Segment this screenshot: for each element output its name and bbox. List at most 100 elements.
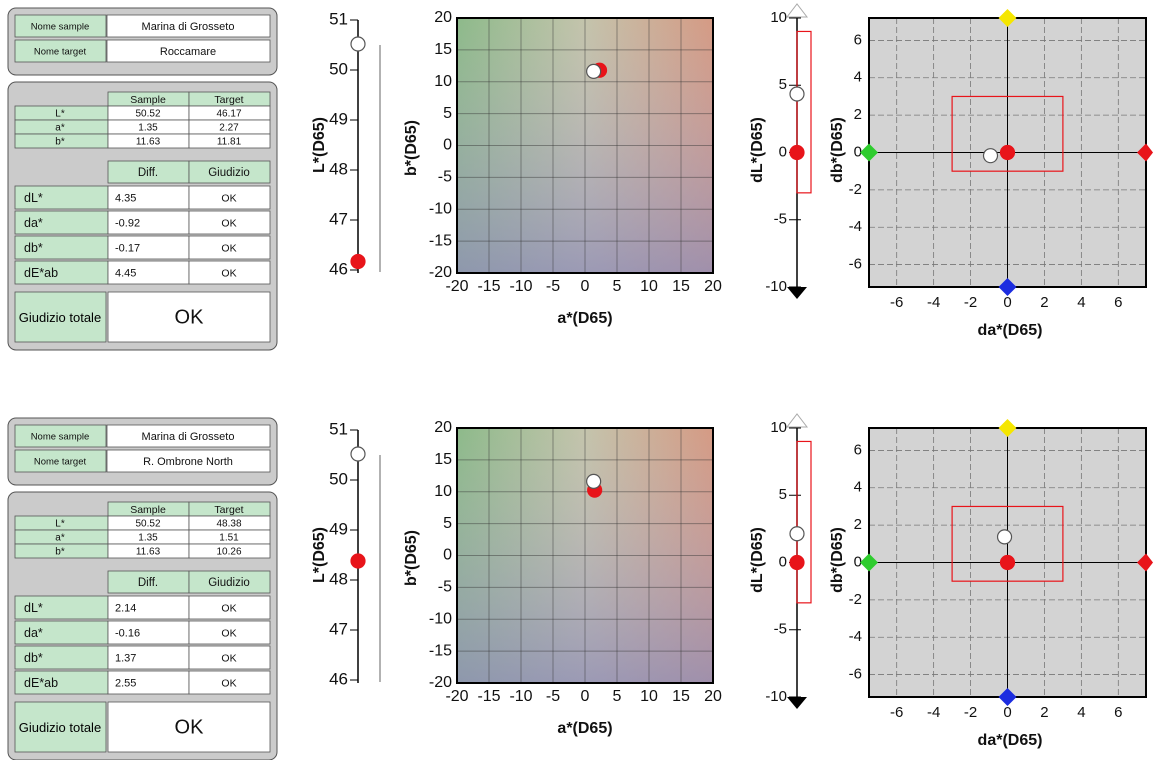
yellow-marker	[998, 9, 1017, 27]
target-value: 10.26	[216, 547, 241, 558]
total-value-cell	[107, 291, 271, 343]
diff-value: -0.16	[115, 627, 140, 639]
ab-overlay	[457, 428, 713, 683]
judgement-cell	[188, 595, 271, 620]
diff-row-label: dE*ab	[24, 266, 58, 280]
tolerance-box	[951, 95, 1064, 172]
target-point	[789, 554, 805, 571]
y-tick-label: -10	[429, 610, 452, 627]
x-tick-label: -4	[927, 704, 940, 721]
total-label-cell	[14, 701, 107, 753]
values-row-label: b*	[55, 547, 65, 558]
red-marker	[1137, 143, 1153, 162]
judgement: OK	[221, 192, 236, 204]
target-value-cell	[188, 133, 271, 149]
judgement-cell	[188, 620, 271, 645]
judgement-cell	[188, 645, 271, 670]
target-value: 1.51	[219, 533, 239, 544]
y-tick-label: 49	[329, 109, 348, 128]
name-value-cell	[106, 14, 271, 38]
x-tick-label: 10	[640, 688, 658, 705]
y-tick-label: -10	[429, 200, 452, 217]
y-tick-label: 10	[434, 73, 452, 90]
y-tick-label: 20	[434, 419, 452, 436]
total-label-cell	[14, 291, 107, 343]
judgement: OK	[221, 677, 236, 689]
sample-point	[586, 473, 602, 489]
diff-header-cell	[188, 570, 271, 594]
total-label: Giudizio totale	[18, 309, 102, 325]
sample-point	[996, 529, 1013, 545]
blue-marker	[998, 278, 1017, 296]
red-marker	[1137, 553, 1153, 572]
x-tick-label: -5	[546, 278, 560, 295]
diff-value: 4.35	[115, 192, 136, 204]
tolerance-box	[796, 30, 812, 194]
judgement: OK	[221, 267, 236, 279]
name-label: Nome sample	[31, 432, 90, 443]
x-tick-label: 2	[1040, 704, 1048, 721]
total-value-cell	[107, 701, 271, 753]
x-tick-label: -10	[509, 278, 532, 295]
green-marker	[860, 143, 878, 162]
y-tick-label: 51	[329, 419, 348, 438]
name-label-cell	[14, 39, 107, 63]
x-tick-label: -15	[477, 278, 500, 295]
target-point	[350, 553, 366, 569]
y-tick-label: -2	[849, 591, 862, 608]
y-tick-label: 10	[434, 483, 452, 500]
name-value: Roccamare	[160, 46, 216, 58]
x-tick-label: -20	[445, 688, 468, 705]
diff-row-label: da*	[24, 216, 43, 230]
y-tick-label: 2	[854, 516, 862, 533]
sample-value: 50.52	[135, 109, 160, 120]
values-header: Sample	[130, 504, 166, 516]
y-tick-label: 15	[434, 41, 452, 58]
y-tick-label: 2	[854, 106, 862, 123]
target-value: 11.81	[217, 137, 242, 148]
axis-title: a*(D65)	[557, 720, 612, 737]
y-tick-label: -5	[438, 169, 452, 186]
y-tick-label: 20	[434, 9, 452, 26]
judgement-cell	[188, 670, 271, 695]
target-value: 46.17	[216, 109, 241, 120]
x-tick-label: -4	[927, 294, 940, 311]
name-label: Nome target	[34, 47, 87, 58]
sample-point	[982, 148, 999, 164]
x-tick-label: 10	[640, 278, 658, 295]
y-tick-label: -20	[429, 674, 452, 691]
blue-marker	[998, 688, 1017, 706]
judgement: OK	[221, 602, 236, 614]
diff-row-label: dL*	[24, 601, 43, 615]
name-value-cell	[106, 39, 271, 63]
y-tick-label: 50	[329, 469, 348, 488]
sample-value: 1.35	[138, 533, 158, 544]
diff-value: 2.55	[115, 677, 136, 689]
name-value: Marina di Grosseto	[142, 431, 235, 443]
judgement-cell	[188, 185, 271, 210]
name-value: Marina di Grosseto	[142, 21, 235, 33]
y-tick-label: 48	[329, 159, 348, 178]
name-label: Nome sample	[31, 22, 90, 33]
upper-limit-marker	[785, 413, 809, 428]
x-tick-label: 5	[613, 278, 622, 295]
values-header: Target	[214, 94, 243, 106]
y-tick-label: 5	[779, 76, 787, 93]
x-tick-label: 5	[613, 688, 622, 705]
tolerance-box	[951, 505, 1064, 582]
y-tick-label: 51	[329, 9, 348, 28]
axis-title: dL*(D65)	[749, 527, 766, 593]
y-tick-label: 6	[854, 31, 862, 48]
x-tick-label: 4	[1077, 704, 1085, 721]
x-tick-label: 6	[1114, 294, 1122, 311]
diff-header: Diff.	[138, 167, 158, 179]
y-tick-label: 0	[443, 547, 452, 564]
lower-limit-marker	[787, 697, 807, 709]
judgement: OK	[221, 217, 236, 229]
sample-point	[586, 63, 602, 79]
ab-frame	[456, 17, 714, 274]
sample-value: 11.63	[136, 137, 161, 148]
total-label: Giudizio totale	[18, 719, 102, 735]
values-header: Target	[214, 504, 243, 516]
y-tick-label: 4	[854, 479, 862, 496]
